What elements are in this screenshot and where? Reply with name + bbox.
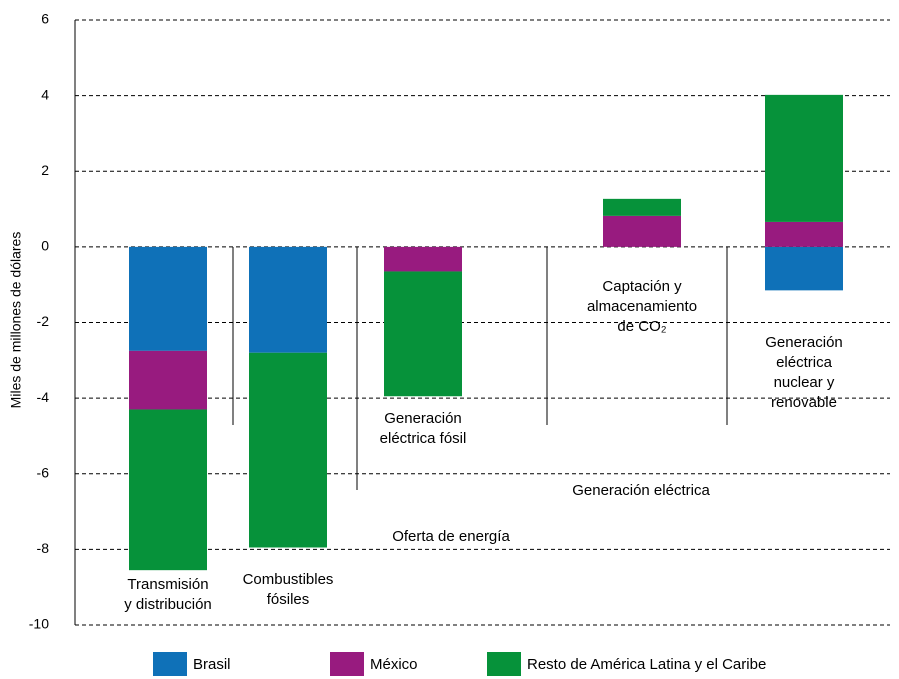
bar-segment	[765, 221, 843, 247]
legend-label: Brasil	[193, 656, 231, 673]
category-label: Generación eléctrica nuclear y renovable	[765, 334, 843, 411]
legend-swatch	[487, 652, 521, 676]
bar-segment	[129, 246, 207, 351]
bar-segment	[384, 246, 462, 272]
bar-segment	[603, 215, 681, 247]
legend-label: Resto de América Latina y el Caribe	[527, 656, 766, 673]
legend-label: México	[370, 656, 418, 673]
bar-segment	[603, 198, 681, 216]
legend-swatch	[330, 652, 364, 676]
bar-segment	[384, 271, 462, 397]
legend-swatch	[153, 652, 187, 676]
y-tick-label: 2	[41, 162, 49, 178]
bar-segment	[249, 352, 327, 548]
bar-segment	[129, 409, 207, 571]
group-separators	[232, 247, 728, 490]
bar-segment	[765, 94, 843, 222]
y-tick-label: -2	[37, 313, 50, 329]
annotation: Generación eléctrica	[572, 482, 710, 499]
category-label: Generación eléctrica fósil	[379, 410, 467, 447]
y-tick-label: 4	[41, 86, 49, 102]
category-label: Transmisión y distribución	[124, 576, 212, 613]
category-label: Captación y almacenamiento de CO₂	[586, 278, 698, 335]
bar-segment	[765, 246, 843, 291]
y-tick-label: -8	[37, 540, 50, 556]
y-tick-label: -4	[37, 389, 50, 405]
y-tick-label: 6	[41, 11, 49, 27]
y-tick-label: -6	[37, 464, 50, 480]
y-tick-label: 0	[41, 238, 49, 254]
y-tick-label: -10	[29, 616, 49, 632]
annotation: Oferta de energía	[392, 528, 510, 545]
y-axis-label: Miles de millones de dólares	[8, 232, 24, 409]
bar-segment	[129, 350, 207, 410]
bar-segment	[249, 246, 327, 353]
category-label: Combustibles fósiles	[242, 571, 334, 608]
